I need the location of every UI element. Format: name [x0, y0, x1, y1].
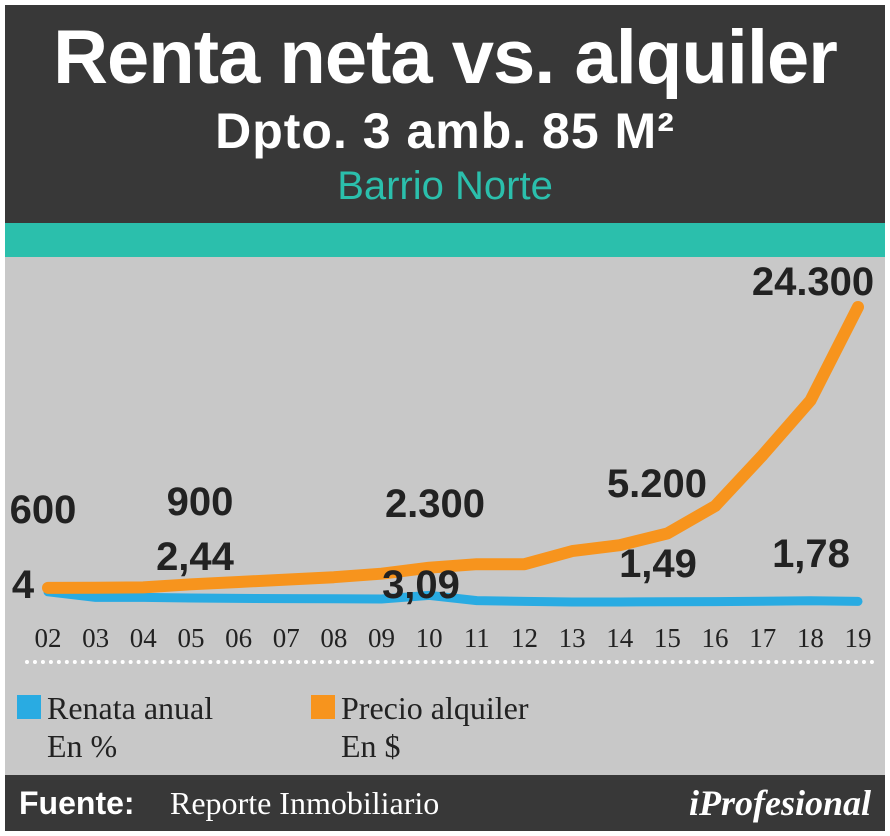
chart-subtitle: Dpto. 3 amb. 85 M²	[215, 103, 675, 159]
dotted-divider	[25, 660, 875, 664]
data-label-alquiler-02: 600	[10, 488, 77, 532]
data-label-alquiler-10: 2.300	[385, 482, 485, 526]
x-tick-label: 17	[749, 623, 776, 653]
line-chart: 02 03 04 05 06 07 08 09 10 11 12 13 14 15 16 17 18 19 600 9…	[10, 260, 875, 653]
x-tick-label: 04	[130, 623, 158, 653]
x-tick-label: 16	[702, 623, 729, 653]
x-tick-label: 05	[177, 623, 204, 653]
legend-swatch-yield	[17, 695, 41, 719]
data-label-renta-10: 3,09	[382, 563, 460, 607]
legend-unit-rent: En $	[341, 728, 401, 764]
data-label-alquiler-19: 24.300	[752, 260, 874, 304]
accent-bar	[5, 223, 885, 257]
data-label-renta-02: 4	[12, 563, 35, 607]
x-tick-label: 09	[368, 623, 395, 653]
data-label-renta-18: 1,78	[772, 532, 850, 576]
footer: Fuente: Reporte Inmobiliario iProfesiona…	[5, 775, 885, 831]
source-label: Fuente:	[19, 785, 135, 821]
infographic: Renta neta vs. alquiler Dpto. 3 amb. 85 …	[5, 5, 885, 831]
data-label-alquiler-05: 900	[167, 480, 234, 524]
header: Renta neta vs. alquiler Dpto. 3 amb. 85 …	[5, 5, 885, 223]
neighborhood-label: Barrio Norte	[337, 164, 553, 208]
x-tick-label: 15	[654, 623, 681, 653]
legend-unit-yield: En %	[47, 728, 118, 764]
series-line-renta	[43, 587, 863, 607]
x-tick-label: 19	[845, 623, 872, 653]
chart-title: Renta neta vs. alquiler	[53, 15, 838, 100]
x-tick-label: 02	[35, 623, 62, 653]
x-tick-label: 10	[416, 623, 443, 653]
data-label-renta-05: 2,44	[156, 535, 235, 579]
x-tick-label: 08	[320, 623, 347, 653]
x-tick-label: 18	[797, 623, 824, 653]
data-label-renta-15: 1,49	[619, 542, 697, 586]
brand-logo: iProfesional	[688, 783, 871, 823]
legend-label-rent: Precio alquiler	[341, 690, 529, 726]
x-tick-label: 14	[606, 623, 634, 653]
data-label-alquiler-15: 5.200	[607, 462, 707, 506]
legend-swatch-rent	[311, 695, 335, 719]
x-tick-label: 07	[273, 623, 300, 653]
series-line-alquiler	[42, 301, 864, 594]
x-tick-label: 13	[559, 623, 586, 653]
x-tick-label: 06	[225, 623, 252, 653]
x-tick-label: 12	[511, 623, 538, 653]
source-value: Reporte Inmobiliario	[170, 785, 440, 821]
x-tick-label: 11	[464, 623, 490, 653]
legend-label-yield: Renata anual	[47, 690, 214, 726]
x-tick-label: 03	[82, 623, 109, 653]
